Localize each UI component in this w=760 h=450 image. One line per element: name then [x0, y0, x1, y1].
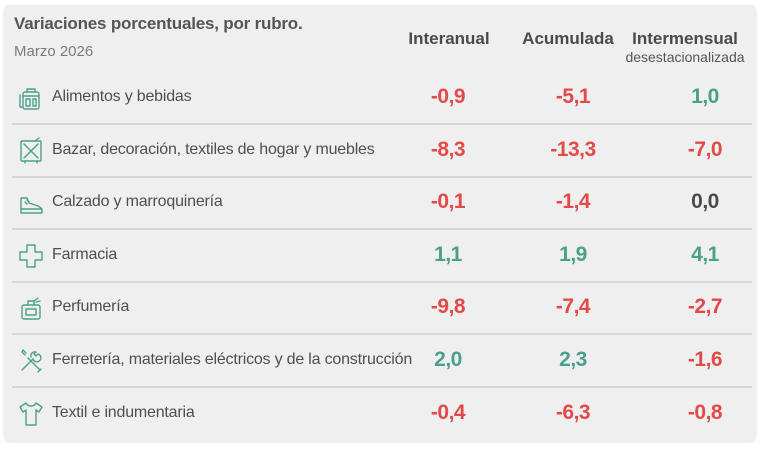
value-cell: -5,1: [555, 85, 591, 108]
column-header-label: Acumulada: [522, 29, 614, 48]
value-cell: 2,3: [559, 348, 587, 371]
tools-icon: [16, 346, 46, 376]
value-cell: 4,1: [691, 242, 719, 266]
column-header-acumulada: Acumulada: [508, 29, 628, 48]
row-label: Farmacia: [52, 245, 118, 263]
value-cell: 0,0: [691, 190, 719, 214]
value-cell: -0,1: [430, 190, 466, 214]
table-row: Ferretería, materiales eléctricos y de l…: [8, 336, 752, 388]
column-header-sublabel: desestacionalizada: [625, 49, 745, 65]
value-cell: -7,4: [555, 295, 591, 319]
chart-title: Variaciones porcentuales, por rubro.: [14, 14, 303, 33]
row-label: Alimentos y bebidas: [52, 88, 192, 105]
home-decor-icon: [16, 136, 46, 166]
row-divider: [12, 280, 752, 283]
row-divider: [12, 386, 752, 388]
table-row: Farmacia 1,1 1,9 4,1: [8, 231, 752, 283]
table-card: Variaciones porcentuales, por rubro. Mar…: [4, 5, 756, 441]
table-row: Calzado y marroquinería -0,1 -1,4 0,0: [8, 178, 752, 231]
column-header-intermensual: Intermensual desestacionalizada: [615, 29, 755, 67]
row-divider: [12, 333, 752, 336]
column-header-label: Intermensual: [632, 29, 738, 48]
shoe-icon: [16, 188, 46, 218]
row-divider: [12, 175, 752, 178]
value-cell: -1,4: [555, 190, 591, 214]
grocery-bag-icon: [16, 83, 46, 113]
value-cell: -7,0: [687, 137, 723, 161]
value-cell: -9,8: [430, 295, 466, 319]
shirt-icon: [16, 399, 46, 429]
row-divider: [12, 123, 752, 125]
value-cell: -1,6: [687, 348, 723, 371]
value-cell: -13,3: [550, 137, 596, 161]
value-cell: -6,3: [555, 400, 591, 424]
row-label: Calzado y marroquinería: [52, 193, 223, 211]
chart-subtitle: Marzo 2026: [14, 43, 94, 60]
row-label: Textil e indumentaria: [52, 403, 195, 421]
table-row: Bazar, decoración, textiles de hogar y m…: [8, 126, 752, 178]
row-label: Perfumería: [52, 298, 130, 316]
table-row: Alimentos y bebidas -0,9 -5,1 1,0: [8, 73, 752, 125]
table-row: Textil e indumentaria -0,4 -6,3 -0,8: [8, 389, 752, 441]
value-cell: -0,4: [430, 400, 466, 424]
value-cell: -0,9: [430, 85, 466, 108]
value-cell: 1,0: [691, 85, 719, 108]
row-label: Ferretería, materiales eléctricos y de l…: [52, 351, 413, 368]
row-label: Bazar, decoración, textiles de hogar y m…: [52, 140, 375, 158]
value-cell: 1,1: [434, 242, 462, 266]
table-row: Perfumería -9,8 -7,4 -2,7: [8, 283, 752, 336]
row-divider: [12, 228, 752, 231]
column-header-label: Interanual: [408, 29, 490, 48]
value-cell: 1,9: [559, 242, 587, 266]
pharmacy-cross-icon: [16, 241, 46, 271]
value-cell: -2,7: [687, 295, 723, 319]
value-cell: -0,8: [687, 400, 723, 424]
perfume-bottle-icon: [16, 293, 46, 323]
column-header-interanual: Interanual: [389, 29, 509, 48]
value-cell: 2,0: [434, 348, 462, 371]
value-cell: -8,3: [430, 137, 466, 161]
